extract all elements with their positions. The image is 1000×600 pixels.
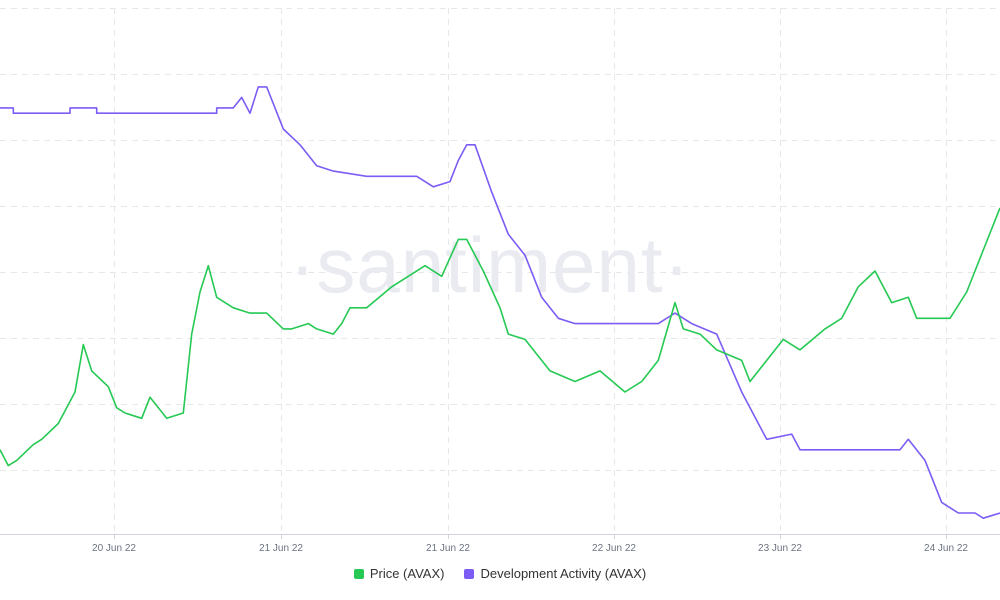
dev-activity-series-line bbox=[0, 86, 1000, 519]
x-axis-ticks: 20 Jun 22 21 Jun 22 21 Jun 22 22 Jun 22 23 J… bbox=[92, 534, 968, 554]
legend-item-price[interactable]: Price (AVAX) bbox=[353, 566, 445, 581]
legend-label-dev-activity: Development Activity (AVAX) bbox=[480, 566, 647, 581]
x-tick-label: 24 Jun 22 bbox=[924, 543, 968, 554]
legend-label-price: Price (AVAX) bbox=[369, 566, 445, 581]
legend-swatch-price bbox=[353, 568, 364, 579]
x-tick-label: 21 Jun 22 bbox=[259, 543, 303, 554]
series-layer bbox=[0, 86, 1000, 519]
price-series-line bbox=[0, 207, 1000, 467]
x-tick-label: 21 Jun 22 bbox=[426, 543, 470, 554]
x-tick-label: 22 Jun 22 bbox=[592, 543, 636, 554]
legend-swatch-dev-activity bbox=[464, 568, 475, 579]
x-tick-label: 20 Jun 22 bbox=[92, 543, 136, 554]
legend-item-dev-activity[interactable]: Development Activity (AVAX) bbox=[464, 566, 646, 581]
watermark: ·santiment· bbox=[289, 221, 690, 309]
horizontal-gridlines bbox=[0, 8, 1000, 471]
legend: Price (AVAX) Development Activity (AVAX) bbox=[0, 566, 1000, 581]
x-tick-label: 23 Jun 22 bbox=[758, 543, 802, 554]
